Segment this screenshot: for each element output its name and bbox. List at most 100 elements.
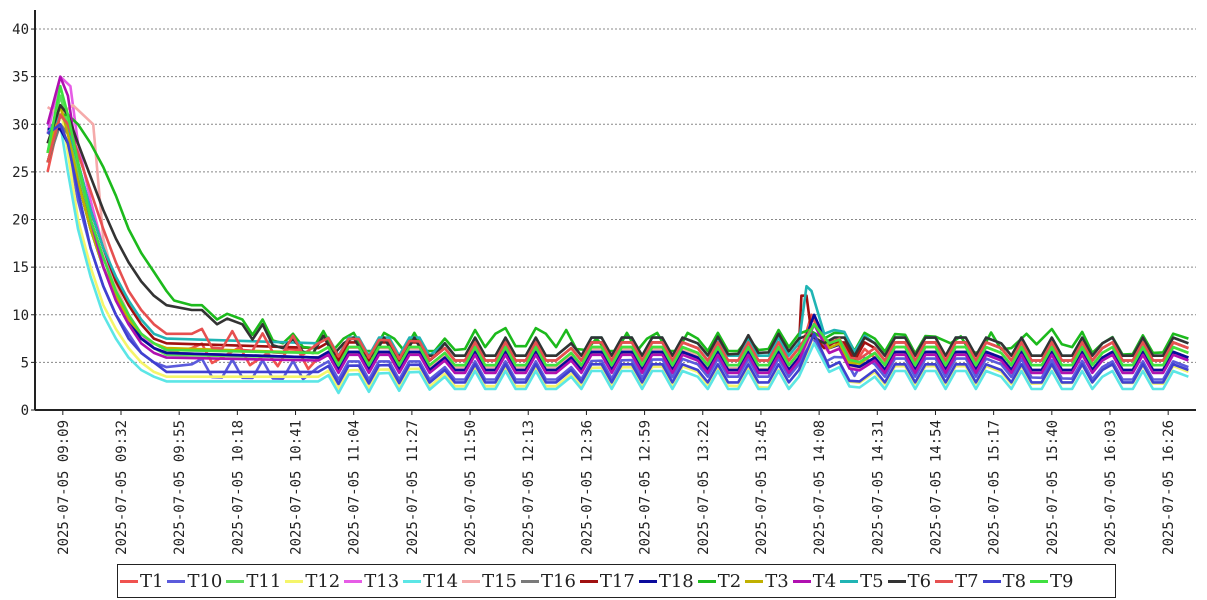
legend-swatch bbox=[344, 579, 363, 583]
series-line-t9 bbox=[46, 84, 1189, 367]
series-line-t15 bbox=[46, 103, 1189, 372]
legend-swatch bbox=[887, 579, 906, 583]
legend-label: T12 bbox=[305, 570, 341, 592]
y-tick-label: 30 bbox=[12, 117, 29, 133]
legend-swatch bbox=[226, 579, 245, 583]
legend-item-t12: T12 bbox=[285, 571, 340, 592]
legend-item-t7: T7 bbox=[935, 570, 979, 592]
x-tick-label: 2025-07-05 10:41 bbox=[289, 420, 305, 555]
y-tick-label: 25 bbox=[12, 165, 29, 181]
series-line-t16 bbox=[46, 123, 1189, 372]
legend-label: T18 bbox=[658, 570, 694, 592]
x-tick-label: 2025-07-05 09:55 bbox=[172, 420, 188, 555]
legend-swatch bbox=[792, 579, 811, 583]
legend-swatch bbox=[285, 579, 304, 583]
x-tick-label: 2025-07-05 11:50 bbox=[463, 420, 479, 555]
legend-swatch bbox=[840, 579, 859, 583]
series-lines bbox=[46, 75, 1189, 395]
legend-label: T10 bbox=[187, 570, 223, 592]
x-tick-label: 2025-07-05 10:18 bbox=[230, 420, 246, 555]
legend-swatch bbox=[1030, 579, 1049, 583]
series-line-t7 bbox=[46, 113, 1189, 362]
legend-label: T2 bbox=[717, 570, 742, 592]
x-tick-label: 2025-07-05 09:09 bbox=[56, 420, 72, 555]
series-line-t8 bbox=[46, 123, 1189, 386]
series-line-t2 bbox=[46, 113, 1189, 356]
y-axis-ticks: 0 5 10 15 20 25 30 35 40 bbox=[12, 22, 35, 419]
legend-item-t18: T18 bbox=[638, 570, 694, 592]
legend-swatch bbox=[579, 579, 598, 583]
legend: T1 T10 T11 T12 T13 T14 T15 T16 T17 T18 T2 T3 T4 T5 T6 T… bbox=[117, 564, 1116, 598]
series-line-t13 bbox=[46, 75, 1189, 372]
series-line-t6 bbox=[46, 103, 1189, 357]
y-tick-label: 20 bbox=[12, 213, 29, 229]
legend-item-t4: T4 bbox=[792, 570, 837, 592]
series-line-t14 bbox=[46, 123, 1189, 395]
legend-label: T16 bbox=[541, 570, 576, 592]
legend-label: T9 bbox=[1050, 570, 1074, 592]
y-tick-label: 10 bbox=[12, 308, 29, 324]
legend-item-t11: T11 bbox=[226, 571, 281, 592]
legend-label: T14 bbox=[423, 570, 459, 592]
legend-label: T5 bbox=[860, 570, 884, 592]
legend-swatch bbox=[745, 579, 764, 583]
series-line-t1 bbox=[46, 113, 1189, 372]
legend-label: T13 bbox=[364, 570, 400, 592]
legend-swatch bbox=[403, 579, 422, 583]
legend-item-t2: T2 bbox=[697, 570, 742, 592]
legend-label: T7 bbox=[955, 570, 979, 592]
legend-label: T6 bbox=[907, 570, 932, 592]
legend-item-t1: T1 bbox=[120, 571, 163, 592]
x-tick-label: 2025-07-05 14:54 bbox=[928, 420, 944, 555]
legend-swatch bbox=[462, 579, 481, 583]
x-tick-label: 2025-07-05 12:13 bbox=[521, 420, 537, 555]
x-tick-label: 2025-07-05 14:08 bbox=[812, 420, 828, 555]
y-tick-label: 5 bbox=[21, 355, 29, 371]
y-tick-label: 40 bbox=[12, 22, 29, 38]
x-tick-label: 2025-07-05 13:22 bbox=[696, 420, 712, 555]
x-tick-label: 2025-07-05 09:32 bbox=[114, 420, 130, 555]
legend-item-t9: T9 bbox=[1030, 570, 1074, 592]
x-tick-label: 2025-07-05 11:27 bbox=[405, 420, 421, 555]
legend-label: T3 bbox=[765, 570, 789, 592]
legend-label: T17 bbox=[599, 570, 635, 592]
series-line-t10 bbox=[47, 123, 1189, 381]
y-tick-label: 15 bbox=[12, 260, 29, 276]
x-tick-label: 2025-07-05 16:26 bbox=[1161, 420, 1177, 555]
legend-label: T15 bbox=[482, 570, 517, 592]
legend-item-t16: T16 bbox=[521, 571, 576, 592]
legend-item-t6: T6 bbox=[887, 570, 932, 592]
legend-item-t10: T10 bbox=[167, 571, 222, 592]
x-tick-label: 2025-07-05 15:17 bbox=[987, 420, 1003, 555]
legend-item-t3: T3 bbox=[745, 570, 789, 592]
legend-swatch bbox=[935, 579, 954, 583]
legend-swatch bbox=[167, 579, 186, 583]
x-tick-label: 2025-07-05 14:31 bbox=[870, 420, 886, 555]
y-tick-label: 0 bbox=[21, 403, 29, 419]
legend-swatch bbox=[982, 579, 1001, 583]
legend-item-t15: T15 bbox=[462, 571, 517, 592]
y-tick-label: 35 bbox=[12, 70, 29, 86]
x-axis-ticks: 2025-07-05 09:09 2025-07-05 09:32 2025-07-… bbox=[56, 410, 1177, 555]
series-line-t3 bbox=[46, 103, 1189, 367]
legend-label: T4 bbox=[812, 570, 837, 592]
legend-swatch bbox=[120, 579, 138, 583]
x-tick-label: 2025-07-05 12:36 bbox=[579, 420, 595, 555]
x-tick-label: 2025-07-05 15:40 bbox=[1045, 420, 1061, 555]
legend-item-t14: T14 bbox=[403, 571, 458, 592]
legend-swatch bbox=[697, 579, 716, 583]
x-tick-label: 2025-07-05 11:04 bbox=[347, 420, 363, 555]
x-tick-label: 2025-07-05 13:45 bbox=[754, 420, 770, 555]
legend-label: T8 bbox=[1002, 570, 1027, 592]
legend-label: T11 bbox=[246, 570, 282, 592]
series-line-t18 bbox=[47, 127, 1189, 372]
legend-item-t17: T17 bbox=[579, 570, 635, 592]
legend-swatch bbox=[638, 579, 657, 583]
legend-label: T1 bbox=[140, 570, 164, 592]
legend-item-t5: T5 bbox=[840, 570, 884, 592]
series-line-t11 bbox=[46, 94, 1189, 372]
legend-item-t8: T8 bbox=[982, 570, 1027, 592]
legend-item-t13: T13 bbox=[344, 571, 399, 592]
series-line-t4 bbox=[46, 75, 1189, 375]
